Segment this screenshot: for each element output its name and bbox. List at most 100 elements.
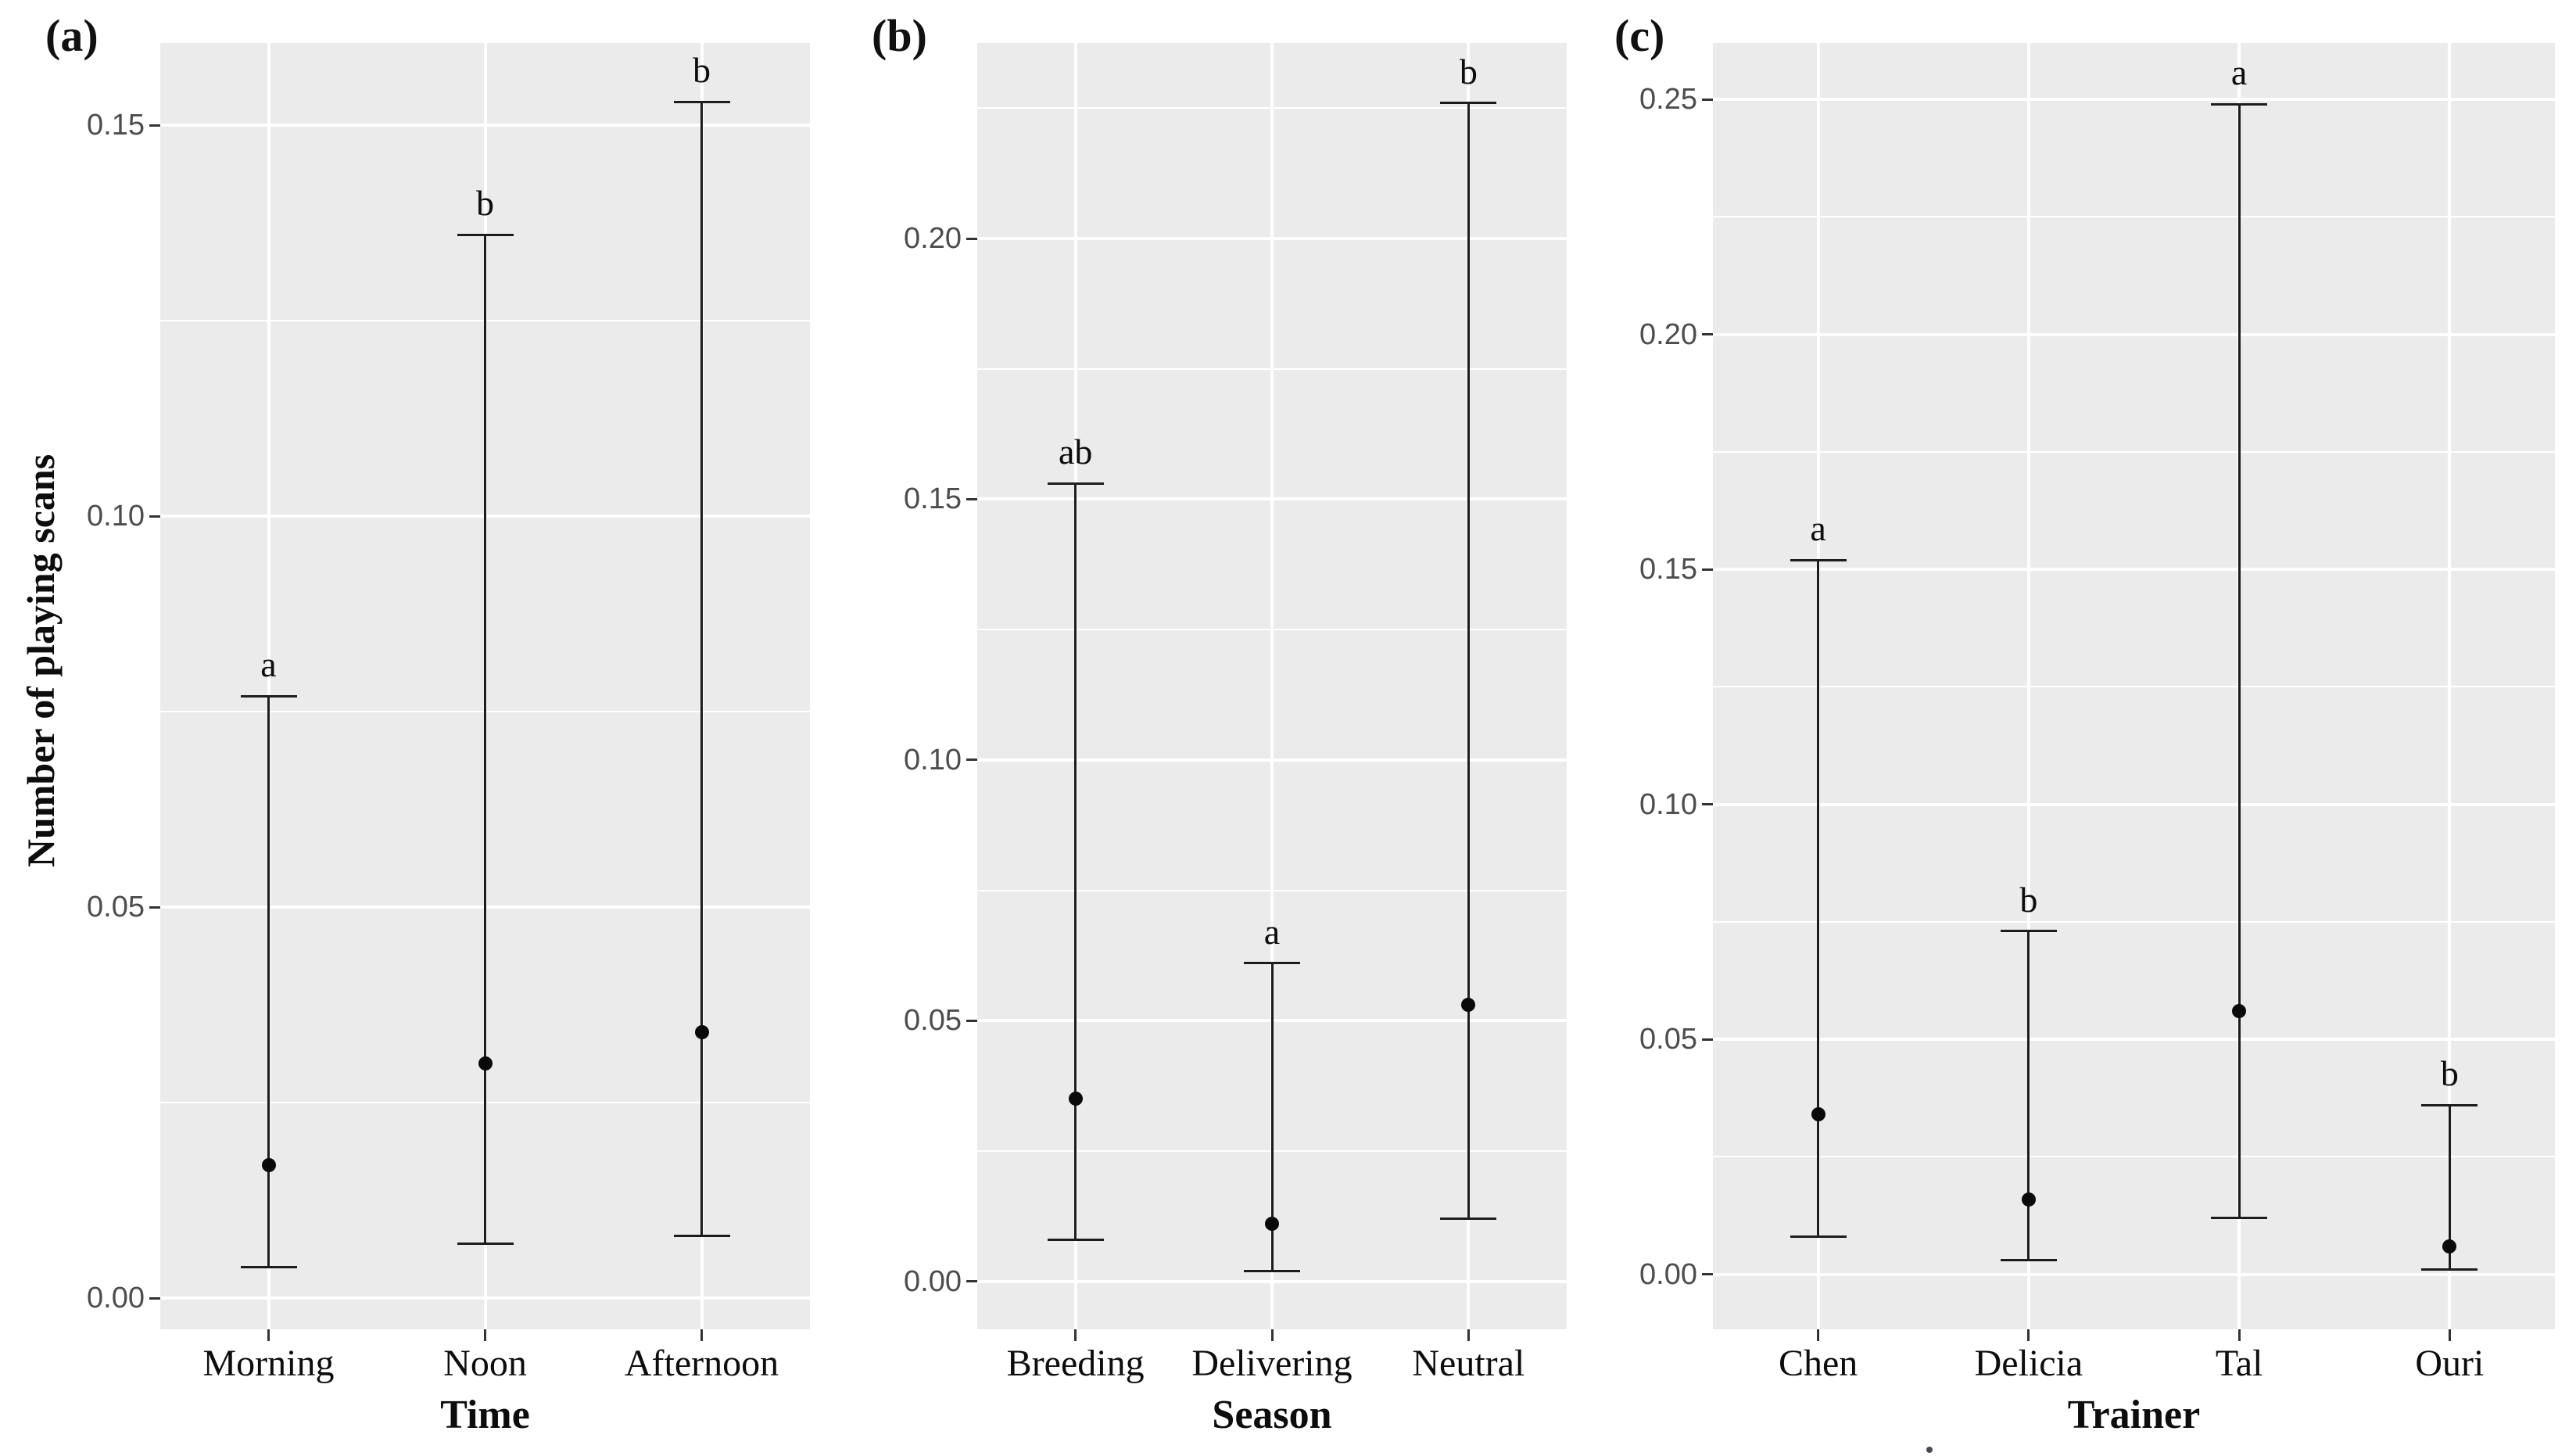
x-axis-title-time: Time <box>440 1393 530 1437</box>
error-bar-line <box>2237 104 2241 1218</box>
error-bar-cap-upper <box>240 694 297 698</box>
y-tick-mark <box>966 497 977 500</box>
error-bar-cap-lower <box>1244 1269 1300 1272</box>
y-tick-mark <box>1702 98 1713 101</box>
y-tick-mark <box>1702 1273 1713 1276</box>
error-bar-cap-lower <box>2211 1217 2268 1220</box>
gridline-major <box>977 237 1567 241</box>
y-tick-mark <box>149 515 160 518</box>
y-tick-label: 0.05 <box>904 1004 962 1038</box>
category-label: Noon <box>443 1343 527 1384</box>
x-tick-mark <box>2027 1329 2030 1341</box>
error-bar-line <box>1817 560 1820 1237</box>
y-tick-mark <box>966 1019 977 1022</box>
gridline-minor <box>977 1149 1567 1152</box>
error-bar-cap-upper <box>2421 1103 2478 1106</box>
error-bar-line <box>2448 1105 2451 1270</box>
y-tick-label: 0.20 <box>1639 317 1697 351</box>
y-tick-mark <box>966 758 977 762</box>
gridline-vertical <box>2026 43 2030 1329</box>
gridline-minor <box>1713 216 2555 218</box>
y-tick-label: 0.00 <box>904 1264 962 1298</box>
error-bar-cap-upper <box>2000 930 2057 933</box>
sig-letter: a <box>1263 911 1281 952</box>
x-tick-mark <box>700 1329 703 1341</box>
y-tick-label: 0.20 <box>904 222 962 256</box>
x-tick-mark <box>267 1329 270 1341</box>
gridline-minor <box>160 320 810 321</box>
mean-point <box>694 1025 709 1039</box>
mean-point <box>2442 1239 2457 1253</box>
gridline-minor <box>160 1102 810 1103</box>
gridline-vertical <box>2448 43 2452 1329</box>
y-tick-label: 0.05 <box>87 891 145 923</box>
error-bar-cap-upper <box>1244 962 1300 965</box>
gridline-vertical <box>1467 43 1471 1329</box>
panel-tag-c: (c) <box>1614 10 1665 61</box>
error-bar-line <box>267 696 270 1267</box>
gridline-major <box>977 1019 1567 1023</box>
gridline-minor <box>977 368 1567 370</box>
y-tick-label: 0.10 <box>904 743 962 776</box>
gridline-major <box>977 758 1567 762</box>
y-tick-label: 0.25 <box>1639 83 1697 117</box>
category-label: Delivering <box>1191 1343 1352 1384</box>
gridline-major <box>1713 98 2555 102</box>
gridline-minor <box>1713 686 2555 688</box>
x-tick-mark <box>484 1329 486 1341</box>
error-bar-cap-upper <box>2211 102 2268 106</box>
x-tick-mark <box>2237 1329 2241 1341</box>
mean-point <box>1461 998 1476 1013</box>
gridline-major <box>977 1279 1567 1283</box>
error-bar-cap-upper <box>673 100 730 103</box>
mean-point <box>1265 1217 1279 1232</box>
gridline-vertical <box>267 43 270 1329</box>
gridline-minor <box>977 107 1567 109</box>
y-tick-mark <box>966 1280 977 1283</box>
plot-area-season: ab a b <box>977 43 1567 1329</box>
error-bar-cap-lower <box>240 1265 297 1268</box>
gridline-major <box>1713 1038 2555 1042</box>
category-label: Delicia <box>1974 1343 2083 1384</box>
mean-point <box>478 1056 493 1070</box>
y-tick-mark <box>1702 1038 1713 1041</box>
x-tick-mark <box>2448 1329 2451 1341</box>
sig-letter: b <box>1459 51 1478 91</box>
sig-letter: a <box>260 644 277 684</box>
x-axis-title-season: Season <box>1212 1393 1332 1437</box>
y-tick-label: 0.15 <box>87 109 145 142</box>
sig-letter: a <box>2230 52 2248 93</box>
gridline-minor <box>160 711 810 712</box>
gridline-major <box>1713 1272 2555 1276</box>
stray-mark <box>1926 1447 1933 1453</box>
mean-point <box>1068 1092 1083 1106</box>
plot-area-trainer: a b a b <box>1713 43 2555 1329</box>
plot-area-time: a b b <box>160 43 810 1329</box>
error-bar-cap-lower <box>1047 1238 1104 1241</box>
y-tick-mark <box>1702 333 1713 336</box>
gridline-major <box>160 1296 810 1300</box>
error-bar-line <box>1270 963 1274 1271</box>
category-label: Afternoon <box>624 1343 779 1384</box>
y-tick-mark <box>1702 568 1713 571</box>
category-label: Neutral <box>1412 1343 1525 1384</box>
sig-letter: b <box>476 183 494 223</box>
gridline-major <box>1713 802 2555 806</box>
y-tick-label: 0.00 <box>87 1282 145 1314</box>
y-tick-label: 0.00 <box>1639 1257 1697 1291</box>
gridline-vertical <box>700 43 704 1329</box>
y-tick-mark <box>149 1296 160 1300</box>
x-tick-mark <box>1817 1329 1820 1341</box>
error-bar-cap-upper <box>1047 482 1104 485</box>
error-bar-cap-lower <box>457 1242 514 1245</box>
sig-letter: b <box>2019 879 2038 920</box>
gridline-vertical <box>483 43 487 1329</box>
error-bar-cap-lower <box>1440 1218 1497 1221</box>
y-tick-label: 0.15 <box>904 482 962 516</box>
category-label: Morning <box>202 1343 335 1384</box>
gridline-minor <box>1713 450 2555 453</box>
gridline-vertical <box>1270 43 1274 1329</box>
category-label: Tal <box>2215 1343 2263 1384</box>
x-tick-mark <box>1074 1329 1077 1341</box>
